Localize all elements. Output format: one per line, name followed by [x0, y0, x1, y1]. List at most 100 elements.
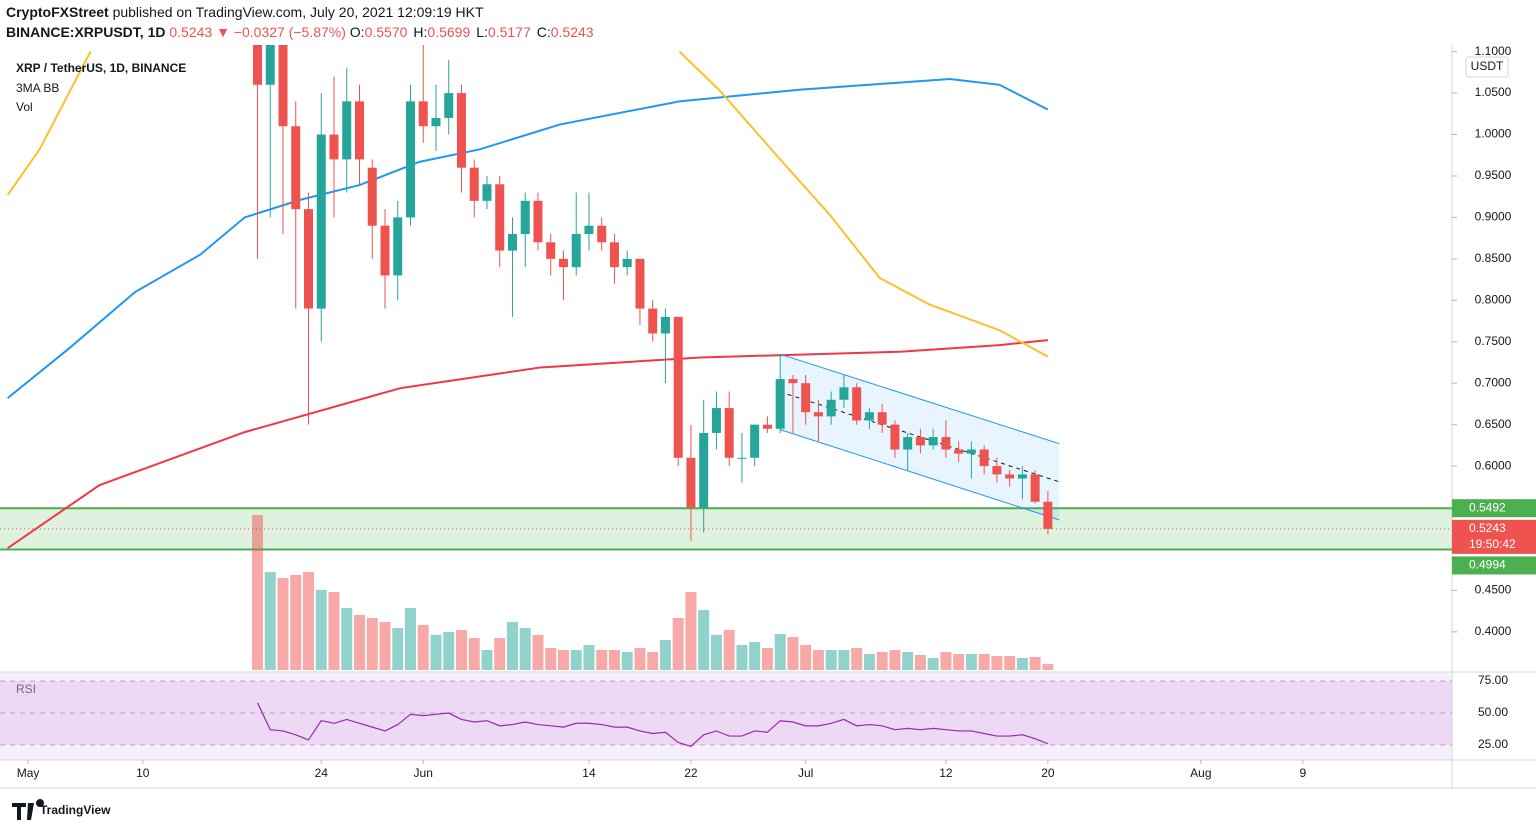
- candle-body: [788, 379, 798, 384]
- volume-bar: [978, 654, 990, 670]
- candle-body: [864, 412, 874, 421]
- volume-bar: [404, 608, 416, 670]
- candle-body: [533, 200, 543, 243]
- candle-body: [546, 242, 556, 259]
- volume-bar: [303, 572, 315, 670]
- volume-bar: [328, 592, 340, 670]
- candle-body: [558, 258, 568, 268]
- x-tick-label: 24: [315, 766, 329, 780]
- y-tick-label: 0.9000: [1475, 210, 1512, 224]
- volume-bar: [252, 515, 264, 670]
- volume-bar: [557, 650, 569, 670]
- candle-body: [737, 457, 747, 459]
- x-tick-label: Aug: [1190, 766, 1211, 780]
- candle-body: [954, 449, 964, 454]
- volume-bar: [468, 638, 480, 670]
- candle-body: [584, 225, 594, 234]
- countdown: 19:50:42: [1469, 537, 1516, 551]
- volume-bar: [455, 630, 467, 670]
- y-tick-label: 0.9500: [1475, 168, 1512, 182]
- change: ▼ −0.0327 (−5.87%): [216, 24, 346, 40]
- candle-body: [291, 126, 301, 210]
- volume-bar: [991, 656, 1003, 670]
- candle-body: [278, 45, 288, 127]
- candle-body: [801, 383, 811, 413]
- candle-body: [316, 134, 326, 309]
- candle-body: [673, 316, 683, 458]
- candle-body: [393, 217, 403, 276]
- volume-bar: [953, 654, 965, 670]
- candle-body: [329, 134, 339, 160]
- volume-bar: [545, 648, 557, 670]
- ohlc-key: O:: [350, 24, 365, 40]
- ohlc-key: H:: [413, 24, 427, 40]
- volume-bar: [417, 625, 429, 670]
- volume-bar: [723, 630, 735, 670]
- moving-average: [6, 50, 1049, 358]
- volume-bar: [341, 608, 353, 670]
- volume-bar: [800, 645, 812, 670]
- legend-indicator: 3MA BB: [16, 81, 59, 95]
- logo: [12, 799, 44, 820]
- level-label: 0.5492: [1469, 500, 1506, 514]
- published: published on TradingView.com, July 20, 2…: [113, 4, 484, 20]
- candle-body: [928, 437, 938, 446]
- candle-body: [609, 242, 619, 268]
- candle-body: [839, 387, 849, 400]
- candle-body: [915, 437, 925, 446]
- volume-bar: [634, 648, 646, 670]
- y-tick-label: 0.6000: [1475, 458, 1512, 472]
- volume-bar: [812, 650, 824, 670]
- volume-bar: [736, 645, 748, 670]
- moving-average: [7, 339, 1048, 549]
- ohlc-value: 0.5243: [551, 24, 594, 40]
- volume-bar: [761, 648, 773, 670]
- ohlc-key: L:: [476, 24, 488, 40]
- volume-bar: [749, 642, 761, 670]
- candle-body: [520, 200, 530, 234]
- x-tick-label: May: [17, 766, 40, 780]
- main-pane: [0, 45, 1452, 670]
- candle-body: [342, 101, 352, 160]
- level-label-box: [1452, 556, 1536, 575]
- candle-body: [711, 408, 721, 433]
- volume-bar: [902, 652, 914, 670]
- candle-body: [1030, 474, 1040, 502]
- volume-bar: [787, 637, 799, 670]
- volume-bar: [774, 634, 786, 670]
- candle-body: [482, 184, 492, 201]
- candle-body: [469, 167, 479, 201]
- ohlc-value: 0.5177: [488, 24, 531, 40]
- candle-body: [1043, 501, 1053, 529]
- rsi-tick-label: 50.00: [1478, 705, 1508, 719]
- currency-box: [1465, 56, 1509, 78]
- volume-bar: [672, 618, 684, 670]
- volume-bar: [621, 652, 633, 670]
- y-tick-label: 0.6500: [1475, 417, 1512, 431]
- publisher: CryptoFXStreet: [6, 4, 109, 20]
- candle-body: [495, 184, 505, 251]
- symbol: BINANCE:XRPUSDT, 1D: [6, 24, 165, 40]
- candle-body: [813, 412, 823, 417]
- candle-body: [622, 258, 632, 268]
- x-tick-label: 10: [136, 766, 150, 780]
- volume-bar: [277, 578, 289, 670]
- candle-body: [966, 449, 976, 454]
- volume-bar: [290, 575, 302, 670]
- channel-lower: [780, 429, 1060, 521]
- x-tick-label: Jul: [798, 766, 813, 780]
- candle-body: [405, 101, 415, 218]
- volume-bar: [1029, 657, 1041, 670]
- volume-bar: [914, 655, 926, 670]
- x-tick-label: 22: [684, 766, 698, 780]
- volume-bar: [851, 648, 863, 670]
- candle-body: [253, 45, 263, 85]
- candle-body: [354, 101, 364, 160]
- level-label-box: [1452, 499, 1536, 518]
- rsi-label: RSI: [16, 682, 36, 696]
- volume-bar: [647, 652, 659, 670]
- volume-bar: [570, 650, 582, 670]
- volume-bar: [685, 592, 697, 670]
- y-tick-label: 1.0500: [1475, 85, 1512, 99]
